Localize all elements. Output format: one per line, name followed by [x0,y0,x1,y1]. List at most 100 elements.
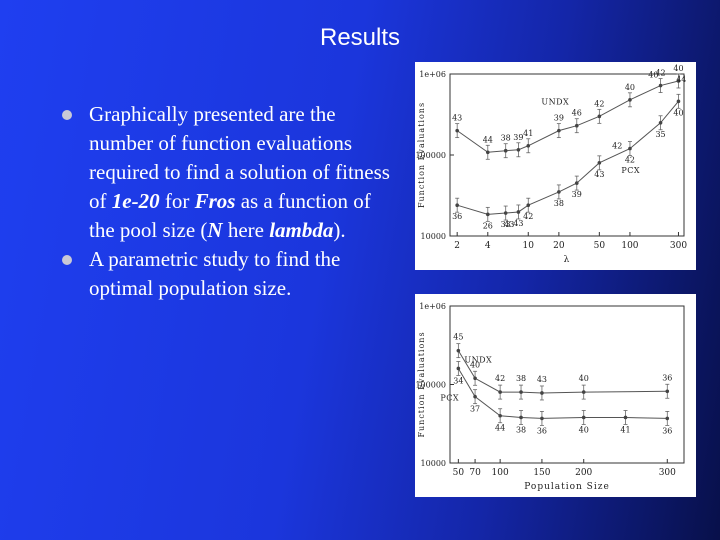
data-point [557,190,561,194]
data-point [581,415,586,420]
bullet-text: as a function of the pool size ( [89,189,371,242]
data-label: 39 [554,114,564,123]
data-point [628,146,632,151]
data-label: 36 [452,212,462,221]
y-tick-label: 100000 [415,381,446,390]
data-label: 44 [483,135,493,144]
data-label: 40 [673,64,683,73]
bullet-item: A parametric study to find the optimal p… [62,245,392,303]
data-point [526,203,531,208]
data-label: 43 [452,114,462,123]
x-tick-label: 20 [553,241,565,251]
data-label: 45 [453,333,463,342]
data-label: 44 [495,424,505,433]
data-label: 40 [470,360,480,369]
y-tick-label: 1e+06 [419,70,446,79]
data-point [658,83,663,88]
series-name-label: UNDX [541,97,569,106]
x-tick-label: 2 [454,241,460,251]
data-label: 42 [594,99,604,108]
data-point [473,376,477,381]
lambda-chart-svg: 10000 100000 1e+06 2 4 10 20 50 100 300 λ Function … [415,64,687,265]
bullet-text: here [222,218,270,242]
data-point [498,390,502,394]
series-name-label: UNDX [464,356,492,365]
x-tick-label: 10 [523,241,535,251]
x-tick-label: 200 [575,468,592,478]
bullet-list: Graphically presented are the number of … [62,100,392,303]
data-label: 41 [523,129,533,138]
x-tick-label: 50 [453,468,465,478]
data-label: 33 [501,220,511,229]
bullet-dot-icon [62,255,72,265]
data-point [581,390,586,394]
y-tick-label: 100000 [415,151,446,160]
data-point [623,415,628,420]
data-label: 35 [655,130,665,139]
x-tick-label: 100 [621,241,638,251]
data-point [455,203,459,208]
data-label: 43 [594,170,604,179]
data-label: 40 [673,108,683,117]
data-point [485,212,490,217]
data-point [503,148,508,153]
x-tick-label: 100 [492,468,509,478]
data-point [516,147,521,152]
data-point [676,99,681,104]
data-label: 42 [612,142,622,151]
data-label: 43 [504,220,514,229]
data-label: 40 [625,83,635,92]
data-label: 43 [513,219,523,228]
data-point [485,150,490,155]
data-label: 39 [572,190,582,199]
data-point [519,415,523,420]
data-label: 38 [554,199,564,208]
data-label: 26 [483,221,493,230]
data-point [540,391,544,395]
y-axis-label: Function Evaluations [417,102,426,208]
bullet-text: N [207,218,223,242]
data-label: 39 [513,133,523,142]
data-point [597,161,602,165]
series-line [457,368,668,419]
lambda-chart: 10000 100000 1e+06 2 4 10 20 50 100 300 λ Function … [415,62,696,270]
data-point [455,128,459,133]
y-tick-label: 1e+06 [419,302,446,311]
y-tick-label: 10000 [421,459,446,468]
data-label: 43 [537,375,547,384]
data-point [658,120,663,125]
bullet-dot-icon [62,110,72,120]
data-point [676,79,681,83]
x-tick-label: 4 [485,241,491,251]
data-label: 41 [620,425,630,434]
x-tick-label: 70 [469,468,481,478]
bullet-text: A parametric study to find the optimal p… [89,247,341,300]
x-tick-label: 50 [594,241,606,251]
data-label: 38 [501,134,511,143]
series-name-label: PCX [621,166,640,175]
data-label: 44 [676,75,686,84]
bullet-text: for [159,189,195,213]
bullet-text: 1e-20 [111,189,160,213]
series-name-label: PCX [440,393,459,402]
population-size-chart: 10000 100000 1e+06 50 70 100 150 200 300 Populati… [415,294,696,497]
data-point [498,413,502,418]
bullet-text: Graphically presented are the number of … [89,102,390,213]
slide-title: Results [319,24,401,51]
data-point [456,348,461,353]
bullet-text: lambda [269,218,334,242]
y-axis-label: Function Evaluations [417,331,426,437]
data-point [456,366,461,371]
x-axis-label: Population Size [524,482,610,492]
y-tick-label: 10000 [421,232,446,241]
data-label: 38 [516,374,526,383]
x-tick-label: 150 [533,468,550,478]
data-label: 42 [655,69,665,78]
data-label: 36 [662,373,672,382]
data-label: 36 [662,426,672,435]
data-label: 40 [648,71,658,80]
data-label: 37 [470,405,480,414]
data-label: 34 [453,376,463,385]
x-tick-label: 300 [670,241,687,251]
data-label: 40 [579,374,589,383]
